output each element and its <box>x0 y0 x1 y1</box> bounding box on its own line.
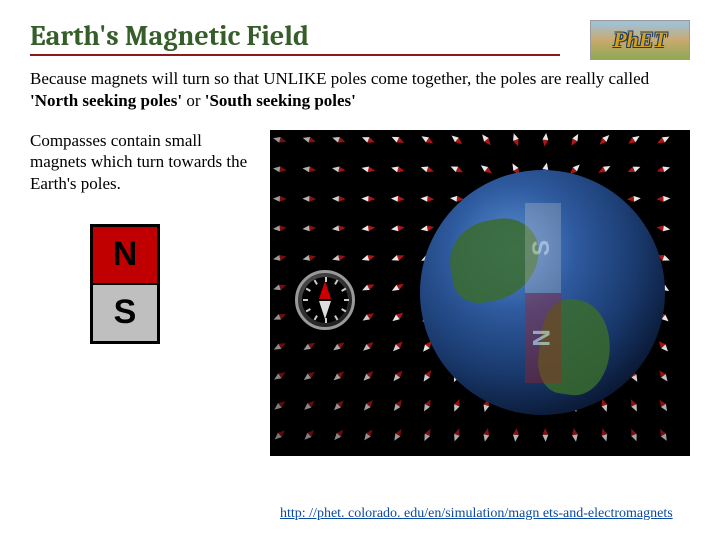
intro-part2: or <box>182 91 205 110</box>
bar-magnet-north: N <box>92 226 158 284</box>
intro-text: Because magnets will turn so that UNLIKE… <box>0 60 720 112</box>
bar-magnet-south: S <box>92 284 158 342</box>
phet-logo-text: PhET <box>613 27 667 53</box>
intro-emph1: 'North seeking poles' <box>30 91 182 110</box>
intro-part1: Because magnets will turn so that UNLIKE… <box>30 69 649 88</box>
compass-icon <box>295 270 355 330</box>
compass-description: Compasses contain small magnets which tu… <box>30 130 250 194</box>
simulation-screenshot: S N <box>270 130 690 456</box>
intro-emph2: 'South seeking poles' <box>205 91 356 110</box>
earth-internal-magnet: S N <box>525 203 561 383</box>
simulation-link[interactable]: http: //phet. colorado. edu/en/simulatio… <box>280 506 673 521</box>
phet-logo: PhET <box>590 20 690 60</box>
earth-n-label: N <box>529 329 557 346</box>
bar-magnet-diagram: N S <box>90 224 160 344</box>
page-title: Earth's Magnetic Field <box>30 20 560 56</box>
earth-globe: S N <box>420 170 665 415</box>
earth-s-label: S <box>528 240 556 256</box>
